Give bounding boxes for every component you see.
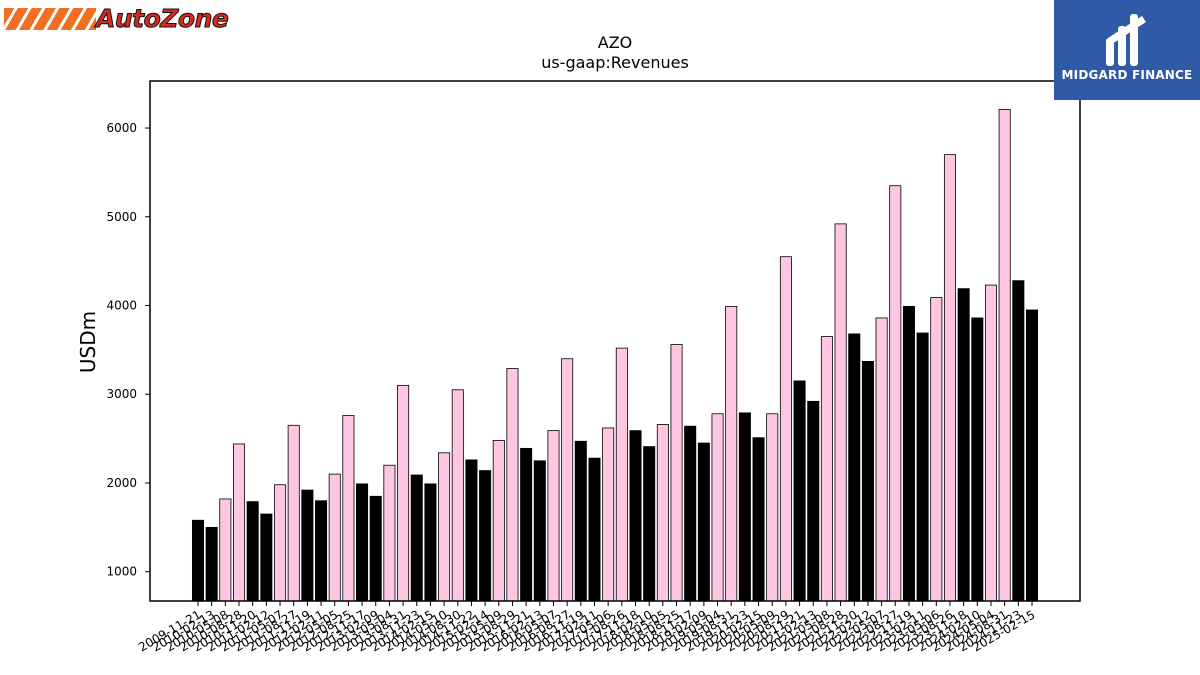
bar-2020-05-09: [766, 413, 779, 602]
bar-2015-08-29: [506, 368, 519, 602]
bar-2011-02-12: [260, 513, 273, 602]
bar-2016-11-19: [574, 440, 587, 602]
bar-2010-11-20: [246, 501, 259, 602]
bar-2012-11-17: [356, 483, 369, 602]
bar-2015-05-09: [492, 439, 505, 602]
bar-2017-08-26: [615, 347, 628, 602]
y-tick-label: 6000: [106, 121, 137, 135]
bar-2012-05-05: [328, 473, 341, 602]
bar-2022-11-19: [902, 305, 915, 602]
bar-2019-05-04: [711, 413, 724, 602]
bar-2013-08-31: [397, 384, 410, 602]
bar-2024-02-10: [971, 317, 984, 602]
bar-2023-05-06: [930, 297, 943, 602]
bar-2017-05-06: [602, 427, 615, 602]
bar-2010-02-13: [205, 526, 218, 602]
autozone-logo: AutoZone: [4, 4, 232, 34]
bar-2013-11-23: [410, 474, 423, 602]
bar-2023-02-11: [916, 332, 929, 602]
y-tick-label: 2000: [106, 476, 137, 490]
bar-2022-02-12: [861, 361, 874, 602]
midgard-mark-icon: [1106, 14, 1146, 66]
bar-2021-08-28: [834, 223, 847, 602]
bar-2024-11-23: [1012, 280, 1025, 602]
chart-title: AZO: [598, 33, 633, 52]
autozone-stripes: [4, 8, 96, 30]
autozone-wordmark: AutoZone: [95, 4, 229, 34]
bar-2010-08-28: [233, 443, 246, 602]
bar-2012-02-11: [315, 500, 328, 602]
bar-2014-05-10: [438, 452, 451, 602]
bar-2018-11-17: [684, 425, 697, 602]
bar-2023-11-18: [957, 288, 970, 602]
bar-2017-02-11: [588, 457, 601, 602]
bar-2014-02-15: [424, 483, 437, 602]
bar-2019-08-31: [725, 305, 738, 602]
y-tick-label: 1000: [106, 565, 137, 579]
midgard-finance-name: MIDGARD FINANCE: [1061, 68, 1193, 82]
bar-2024-08-31: [998, 109, 1011, 602]
bar-2020-08-29: [779, 256, 792, 602]
bars-group: [191, 109, 1039, 602]
bar-2020-02-15: [752, 437, 765, 602]
plot-frame: [149, 80, 1081, 602]
bar-2010-05-08: [219, 498, 232, 602]
bar-2018-02-10: [643, 446, 656, 602]
y-tick-label: 5000: [106, 210, 137, 224]
bar-2009-11-21: [191, 519, 204, 602]
y-axis-ticks: 1000 2000 3000 4000 5000 6000: [106, 121, 150, 579]
bar-2025-02-15: [1025, 309, 1039, 602]
chart-subtitle: us-gaap:Revenues: [541, 53, 689, 72]
y-tick-label: 3000: [106, 387, 137, 401]
bar-2014-11-22: [465, 459, 478, 602]
bar-2021-11-20: [848, 333, 861, 602]
bar-2019-11-23: [738, 412, 751, 602]
midgard-finance-logo: MIDGARD FINANCE: [1054, 0, 1200, 100]
bar-2016-02-13: [533, 460, 546, 602]
bar-2011-08-27: [287, 424, 300, 602]
bar-2021-02-13: [807, 400, 820, 602]
bar-2013-02-09: [369, 495, 382, 602]
bar-2012-08-25: [342, 415, 355, 602]
y-axis-label: USDm: [76, 311, 100, 373]
x-axis-ticks: 2009-11-212010-02-132010-05-082010-08-28…: [136, 601, 1038, 654]
bar-2022-08-27: [889, 185, 902, 602]
bar-2011-11-19: [301, 489, 314, 602]
bar-2016-05-07: [547, 430, 560, 602]
bar-2016-08-27: [561, 358, 574, 602]
bar-2019-02-09: [697, 442, 710, 602]
bar-2022-05-07: [875, 317, 888, 602]
bar-2013-05-04: [383, 464, 396, 602]
bar-2011-05-07: [274, 484, 287, 602]
y-tick-label: 4000: [106, 299, 137, 313]
bar-2018-05-05: [656, 424, 669, 602]
bar-2021-05-08: [820, 336, 833, 602]
bar-2015-02-14: [479, 470, 492, 602]
bar-2015-11-21: [520, 447, 533, 602]
bar-2014-08-30: [451, 389, 464, 602]
bar-2020-11-21: [793, 380, 806, 602]
bar-2024-05-04: [984, 284, 997, 602]
bar-2018-08-25: [670, 344, 683, 602]
bar-2017-11-18: [629, 430, 642, 602]
bar-2023-08-26: [943, 154, 956, 602]
